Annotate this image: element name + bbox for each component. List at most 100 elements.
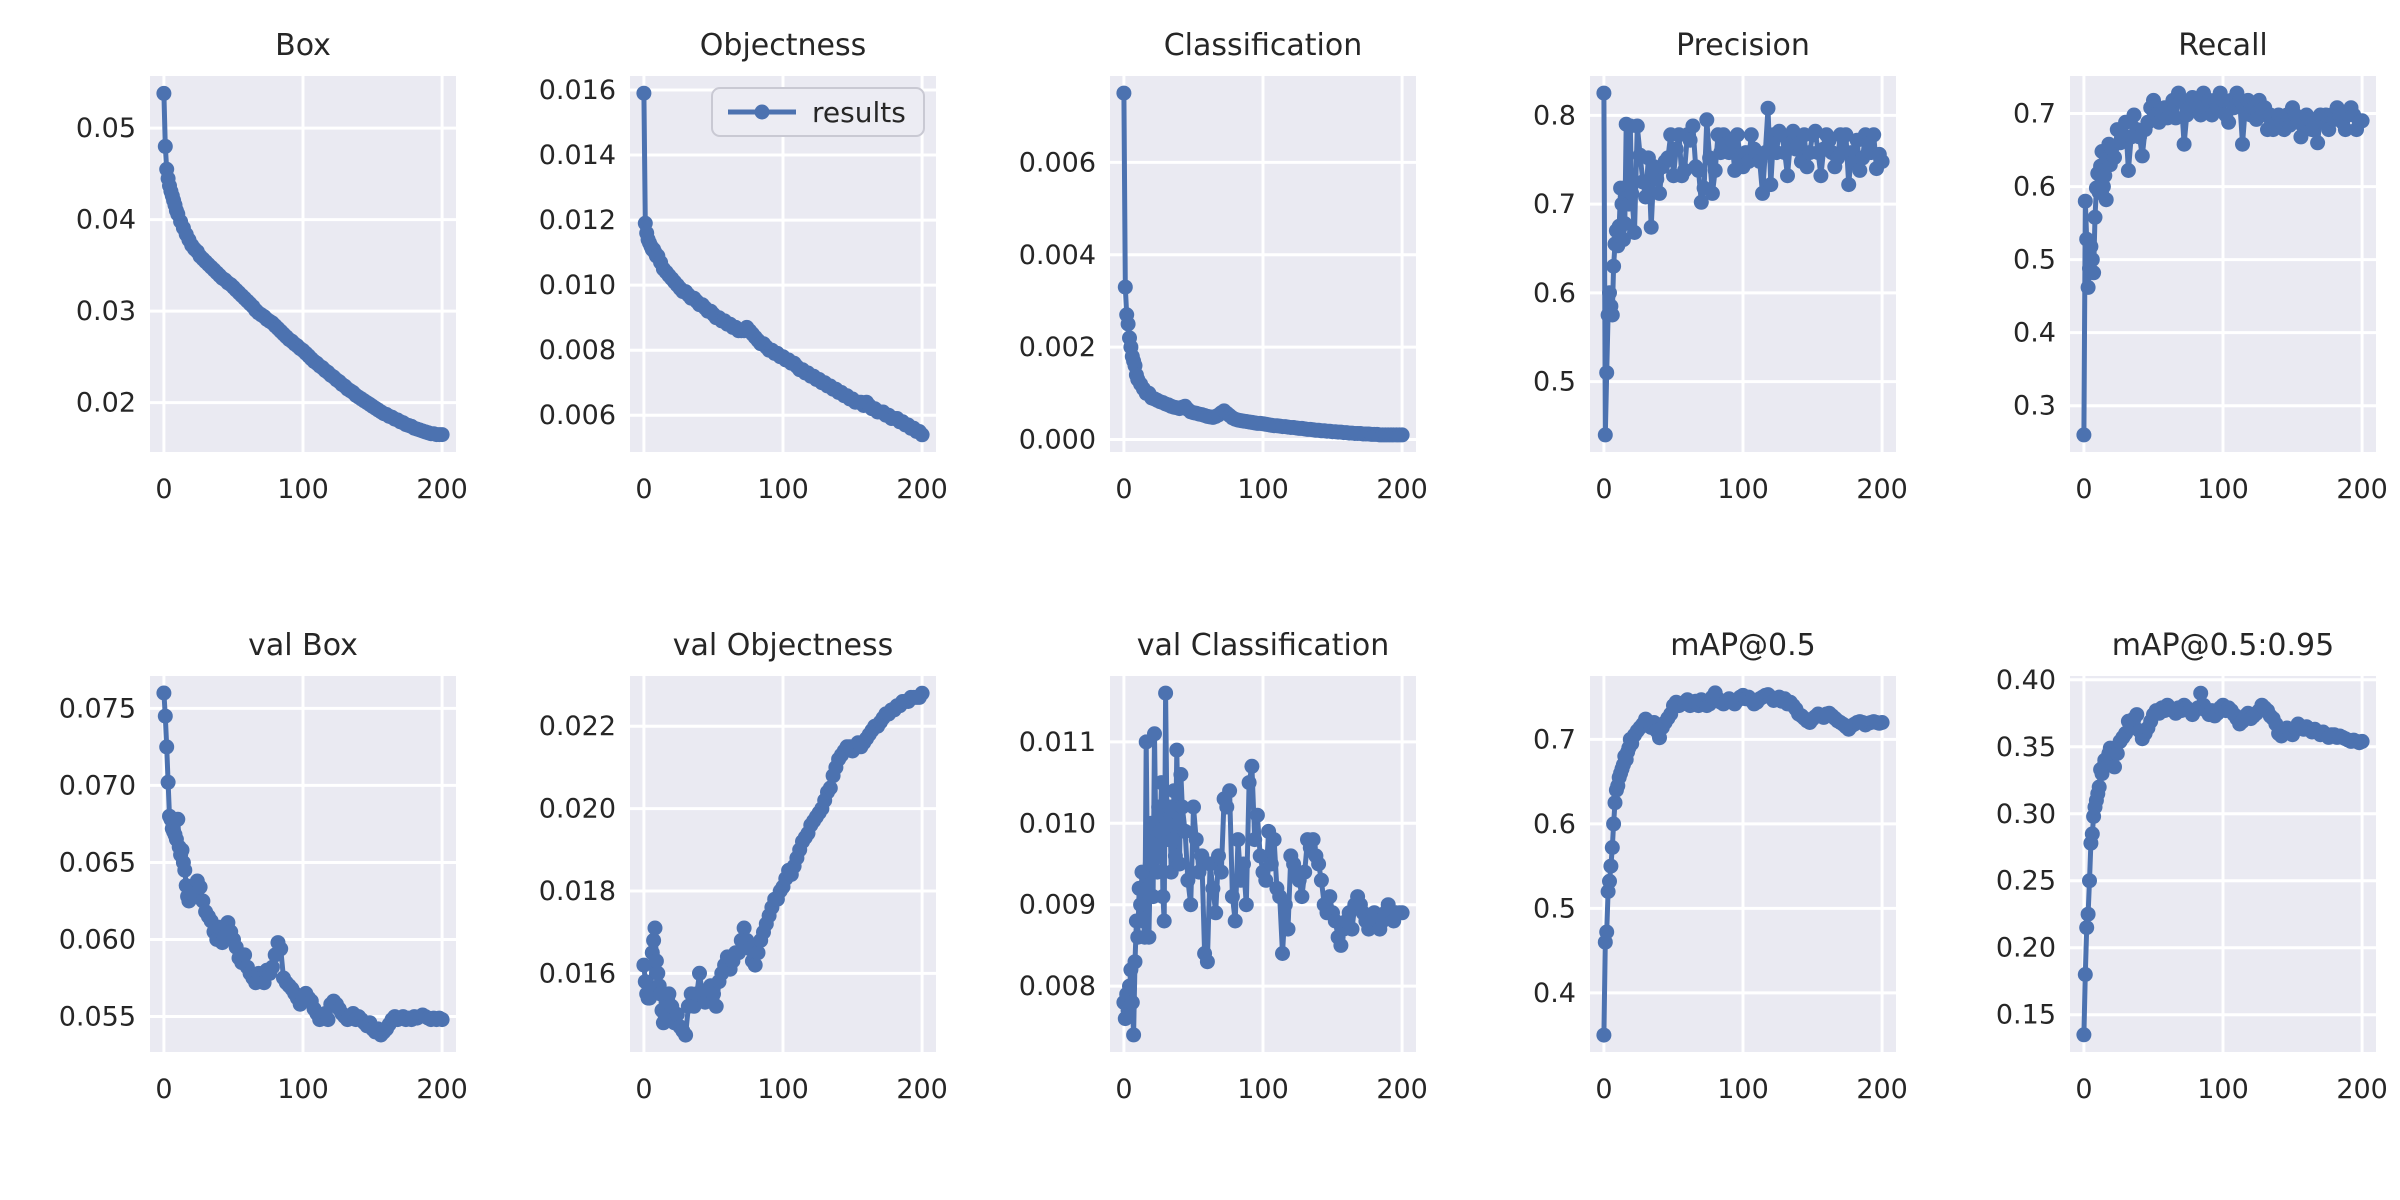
- data-point-marker: [1624, 185, 1640, 201]
- data-point-marker: [1155, 889, 1171, 905]
- val-objectness-loss-chart: 0 100 200 0.016 0.018 0.020 0.022: [539, 676, 948, 1105]
- data-point-marker: [636, 957, 652, 973]
- data-point-marker: [1344, 921, 1360, 937]
- x-tick-label: 0: [2075, 474, 2092, 505]
- data-point-marker: [1597, 427, 1613, 443]
- data-point-marker: [1159, 815, 1175, 831]
- map50-chart: 0 100 200 0.4 0.5 0.6 0.7: [1533, 676, 1908, 1105]
- data-point-marker: [1813, 168, 1829, 184]
- x-tick-label: 100: [277, 474, 329, 505]
- data-point-marker: [1233, 872, 1249, 888]
- data-point-marker: [1305, 832, 1321, 848]
- data-point-marker: [2193, 685, 2209, 701]
- data-point-marker: [1169, 742, 1185, 758]
- data-point-marker: [1141, 929, 1157, 945]
- data-point-marker: [706, 986, 721, 1002]
- data-point-marker: [914, 685, 930, 701]
- data-point-marker: [1277, 897, 1293, 913]
- data-point-marker: [1780, 168, 1795, 184]
- x-tick-label: 0: [1115, 1074, 1132, 1105]
- data-point-marker: [156, 685, 172, 701]
- data-point-marker: [1227, 913, 1243, 929]
- data-point-marker: [1186, 799, 1201, 815]
- data-point-marker: [1693, 194, 1709, 210]
- x-tick-label: 100: [2197, 474, 2249, 505]
- x-tick-label: 100: [1237, 1074, 1289, 1105]
- data-point-marker: [1313, 872, 1329, 888]
- map50-95-chart: 0 100 200 0.15 0.20 0.25 0.30 0.35 0.40: [1996, 665, 2388, 1105]
- data-point-marker: [2354, 733, 2370, 749]
- data-point-marker: [1682, 132, 1698, 148]
- x-tick-label: 100: [1717, 474, 1769, 505]
- data-point-marker: [192, 879, 208, 895]
- data-point-marker: [170, 811, 186, 827]
- y-tick-label: 0.7: [1533, 189, 1576, 220]
- data-point-marker: [2084, 252, 2100, 268]
- data-point-marker: [1602, 873, 1617, 889]
- data-point-marker: [646, 932, 662, 948]
- legend-marker: [754, 104, 770, 120]
- data-point-marker: [2129, 707, 2145, 723]
- data-point-marker: [1208, 905, 1224, 921]
- val-box-loss-chart: 0 100 200 0.055 0.060 0.065 0.070 0.075: [59, 676, 468, 1105]
- data-point-marker: [1596, 85, 1612, 101]
- data-point-marker: [2235, 136, 2250, 152]
- y-tick-label: 0.012: [539, 205, 616, 236]
- data-point-marker: [1874, 715, 1890, 730]
- y-tick-label: 0.008: [539, 335, 616, 366]
- data-point-marker: [1247, 832, 1263, 848]
- y-tick-label: 0.022: [539, 711, 616, 742]
- data-point-marker: [2310, 135, 2326, 151]
- data-point-marker: [1120, 316, 1136, 332]
- legend-box: [711, 87, 925, 137]
- y-tick-label: 0.03: [76, 296, 136, 327]
- data-point-marker: [1668, 141, 1684, 157]
- data-point-marker: [1760, 100, 1776, 116]
- data-point-marker: [1615, 232, 1631, 248]
- data-point-marker: [1174, 799, 1190, 815]
- y-tick-label: 0.004: [1019, 240, 1096, 271]
- x-tick-label: 100: [757, 474, 809, 505]
- data-point-marker: [708, 998, 724, 1014]
- data-point-marker: [434, 427, 450, 443]
- data-point-marker: [2354, 113, 2370, 129]
- subplot-classification: Classification 0 100 200 0.000 0.002 0.004 0.0…: [960, 0, 1440, 600]
- y-tick-label: 0.009: [1019, 890, 1096, 921]
- data-point-marker: [2146, 92, 2161, 108]
- data-point-marker: [2221, 114, 2237, 130]
- data-point-marker: [2076, 427, 2092, 443]
- data-point-marker: [1596, 1027, 1612, 1043]
- data-point-marker: [1685, 118, 1701, 134]
- data-point-marker: [1241, 775, 1257, 791]
- data-point-marker: [1691, 162, 1706, 178]
- data-point-marker: [1258, 872, 1274, 888]
- data-point-marker: [1117, 279, 1133, 295]
- y-tick-label: 0.8: [1533, 100, 1576, 131]
- data-point-marker: [1602, 285, 1617, 301]
- data-point-marker: [1599, 365, 1615, 381]
- data-point-marker: [1173, 767, 1189, 782]
- data-point-marker: [2107, 149, 2122, 165]
- data-point-marker: [1244, 758, 1260, 774]
- subplot-map50-95: mAP@0.5:0.95 0 100 200 0.15 0.20 0.25 0.30 0.35…: [1920, 600, 2400, 1200]
- data-point-marker: [1222, 783, 1238, 799]
- y-tick-label: 0.30: [1996, 799, 2056, 830]
- data-point-marker: [2087, 209, 2103, 225]
- data-point-marker: [648, 953, 664, 969]
- y-tick-label: 0.02: [76, 388, 136, 419]
- subplot-title: Recall: [2178, 28, 2268, 63]
- data-point-marker: [2107, 759, 2122, 775]
- data-point-marker: [636, 85, 652, 101]
- x-tick-label: 200: [416, 1074, 468, 1105]
- data-point-marker: [1635, 174, 1651, 190]
- data-point-marker: [1172, 856, 1187, 872]
- data-point-marker: [1213, 864, 1229, 880]
- recall-chart: 0 100 200 0.3 0.4 0.5 0.6 0.7: [2013, 76, 2388, 505]
- data-point-marker: [159, 739, 175, 755]
- x-tick-label: 200: [416, 474, 468, 505]
- data-point-marker: [1166, 783, 1182, 799]
- data-point-marker: [1702, 150, 1718, 166]
- y-tick-label: 0.5: [2013, 245, 2056, 276]
- data-point-marker: [1743, 127, 1759, 143]
- data-point-marker: [1158, 685, 1174, 701]
